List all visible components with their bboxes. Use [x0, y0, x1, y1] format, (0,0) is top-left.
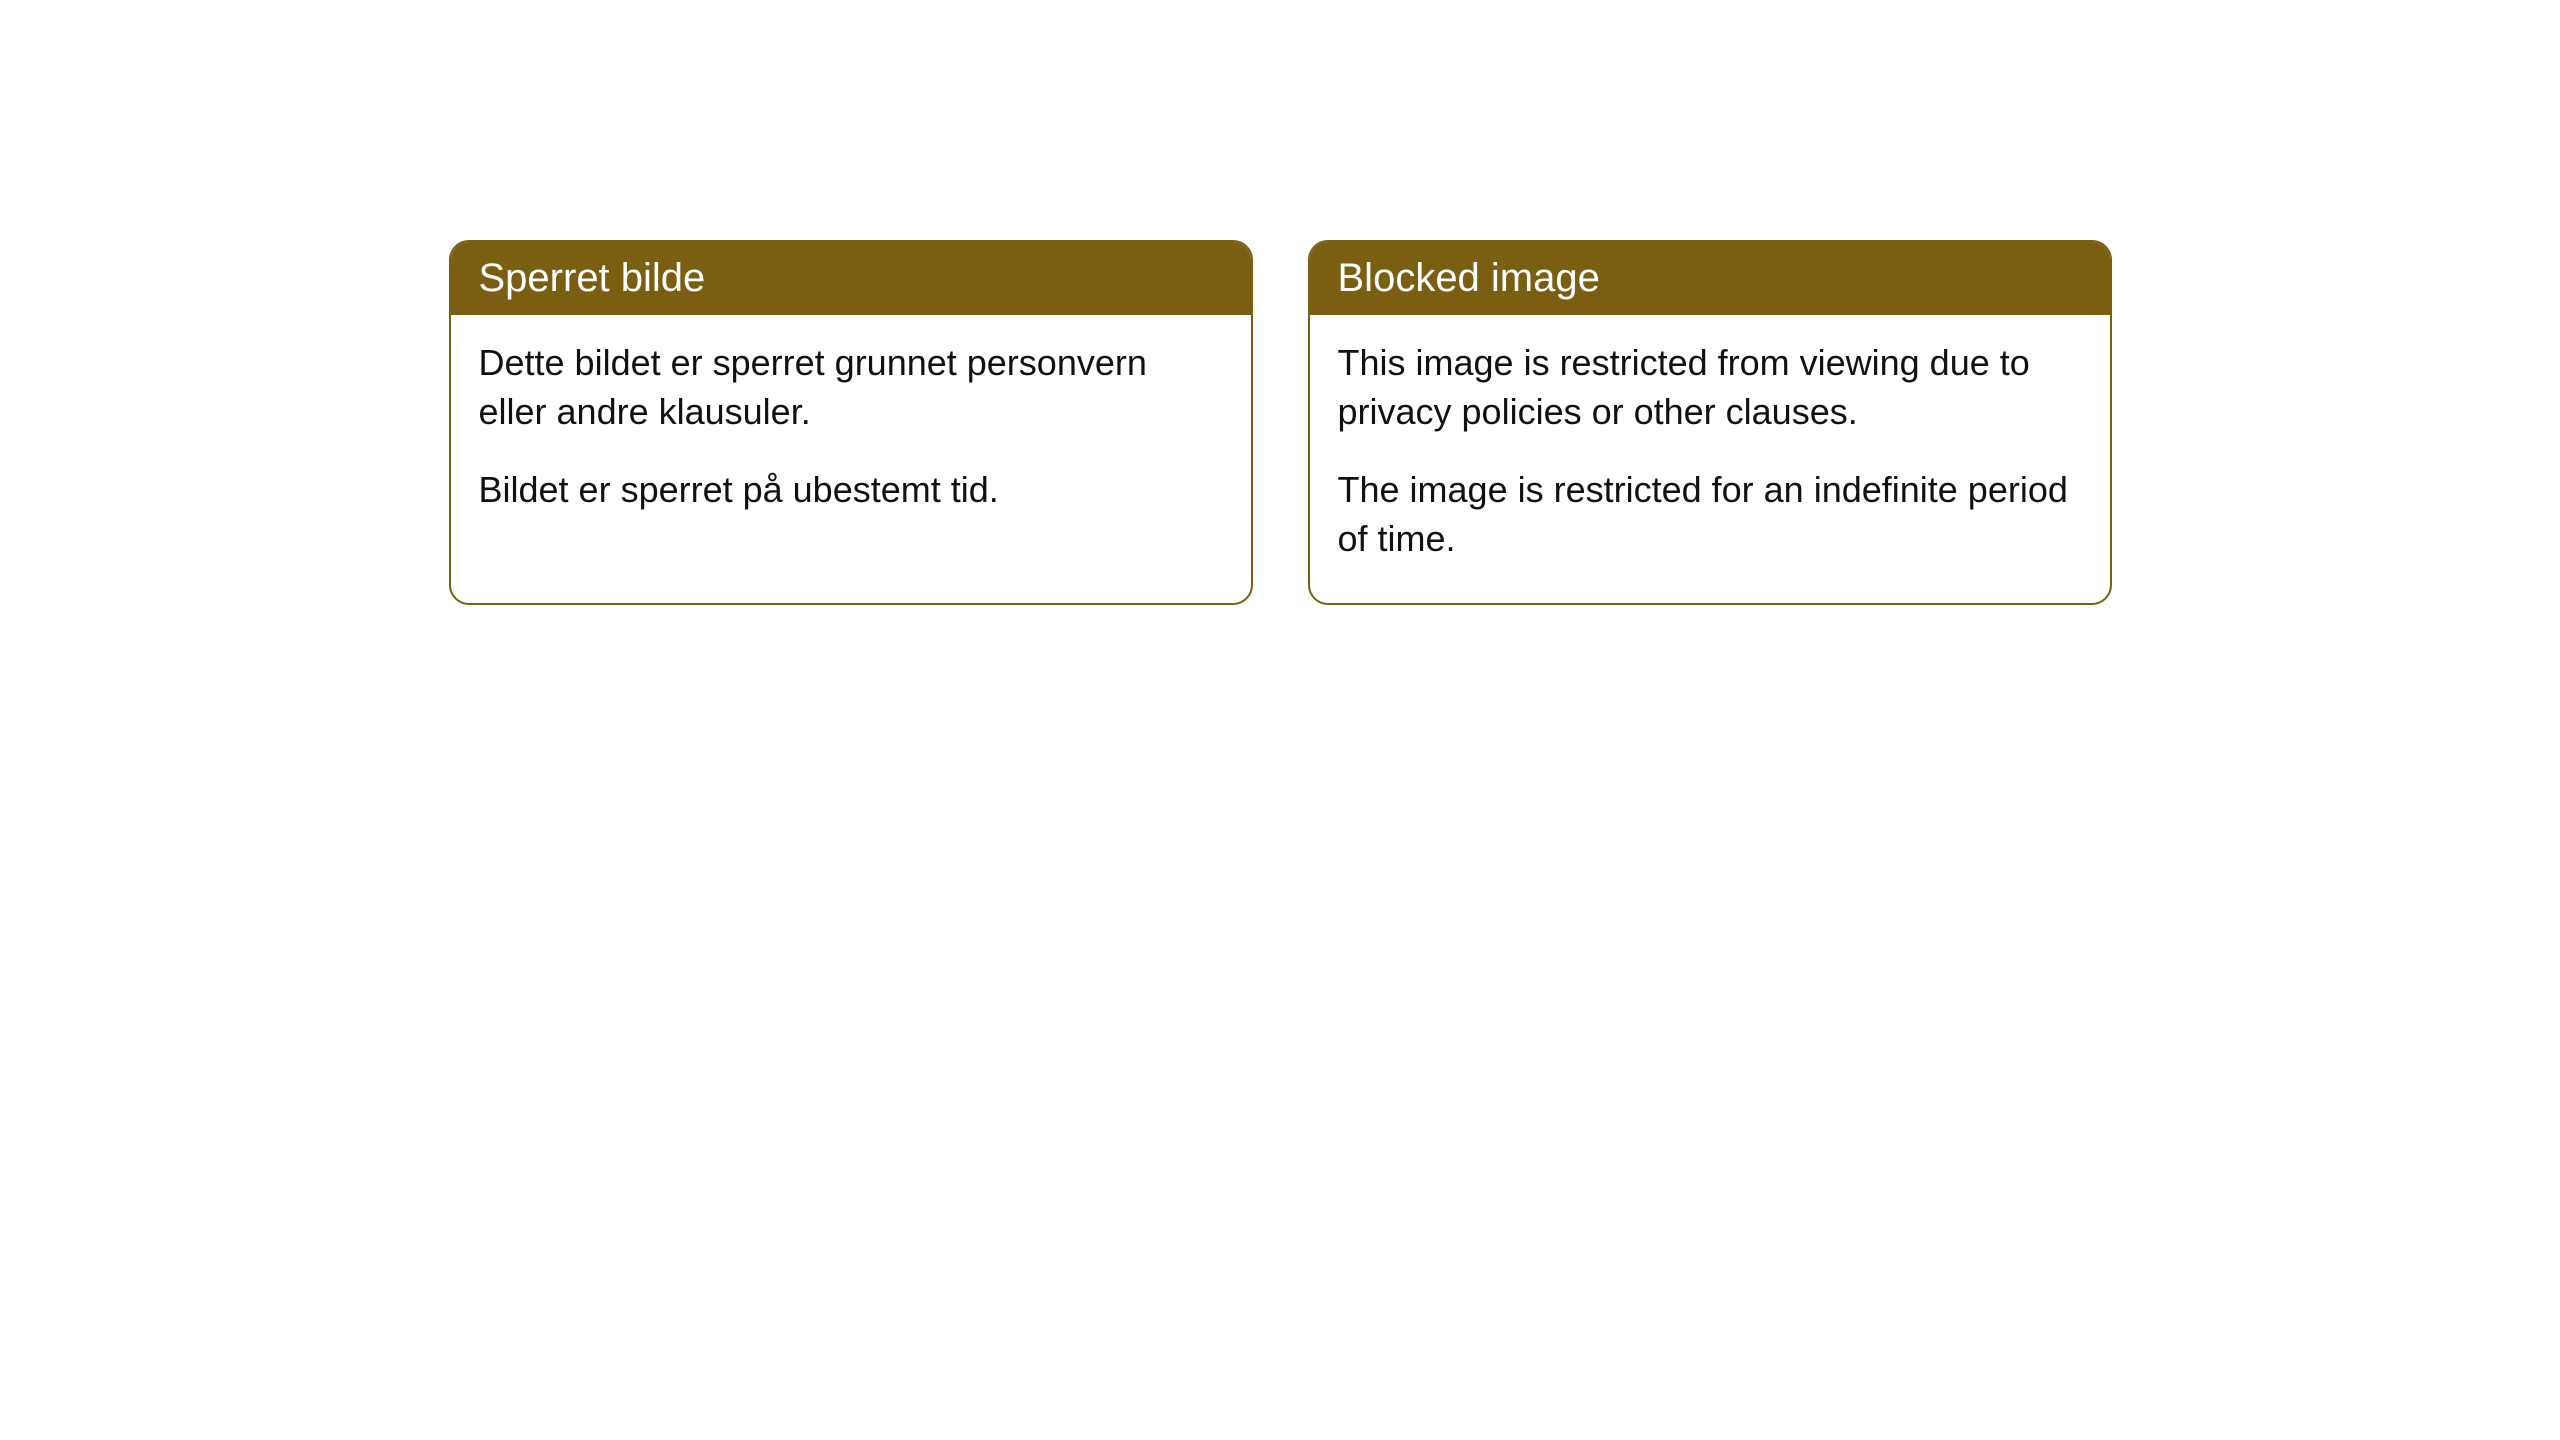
notice-card-english: Blocked image This image is restricted f…: [1308, 240, 2112, 605]
card-paragraph-2: Bildet er sperret på ubestemt tid.: [479, 466, 1223, 515]
card-title: Sperret bilde: [479, 256, 706, 300]
card-header: Sperret bilde: [451, 242, 1251, 315]
card-title: Blocked image: [1338, 256, 1600, 300]
card-body: Dette bildet er sperret grunnet personve…: [451, 315, 1251, 555]
card-header: Blocked image: [1310, 242, 2110, 315]
notice-card-norwegian: Sperret bilde Dette bildet er sperret gr…: [449, 240, 1253, 605]
notice-cards-container: Sperret bilde Dette bildet er sperret gr…: [0, 240, 2560, 605]
card-paragraph-1: Dette bildet er sperret grunnet personve…: [479, 339, 1223, 436]
card-body: This image is restricted from viewing du…: [1310, 315, 2110, 603]
card-paragraph-2: The image is restricted for an indefinit…: [1338, 466, 2082, 563]
card-paragraph-1: This image is restricted from viewing du…: [1338, 339, 2082, 436]
